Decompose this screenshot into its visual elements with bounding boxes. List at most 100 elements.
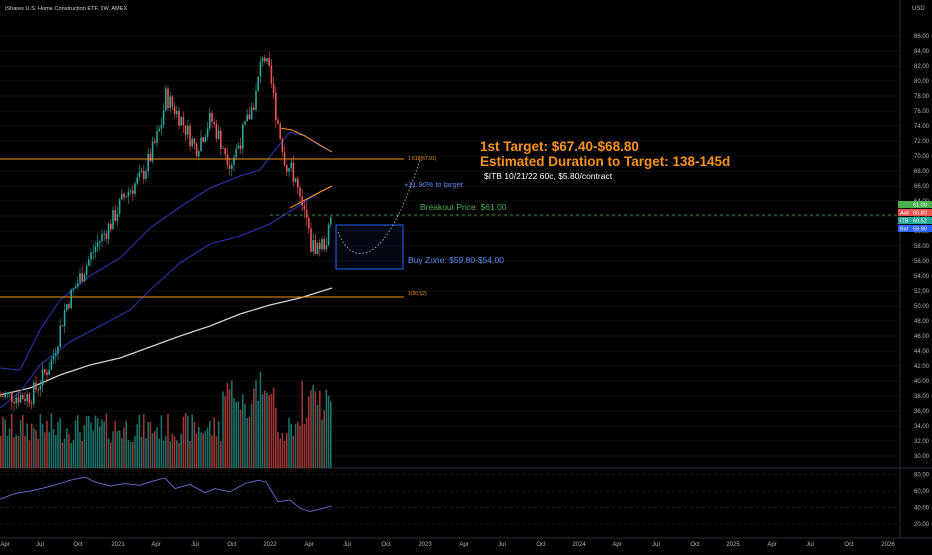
- y-tick-label: 78.00: [914, 94, 930, 100]
- candle-body: [94, 246, 97, 253]
- x-tick-label: 2023: [418, 542, 432, 548]
- volume-bar: [308, 396, 310, 468]
- volume-bar: [44, 432, 46, 468]
- volume-bar: [257, 400, 259, 468]
- volume-bar: [63, 438, 66, 468]
- volume-bar: [79, 432, 81, 468]
- candle-body: [281, 138, 284, 153]
- y-tick-label: 34.00: [914, 424, 930, 430]
- candlesticks: [0, 51, 332, 412]
- volume-bar: [46, 420, 48, 468]
- rsi-tick-label: 20.00: [914, 522, 930, 528]
- candle-body: [244, 121, 246, 125]
- volume-bar: [13, 437, 15, 468]
- volume-bar: [248, 416, 251, 468]
- candle-body: [277, 119, 279, 124]
- y-tick-label: 68.00: [914, 169, 930, 175]
- volume-bar: [156, 427, 158, 468]
- volume-bar: [198, 427, 200, 468]
- volume-bar: [114, 420, 116, 468]
- candle-body: [316, 242, 319, 254]
- volume-bar: [101, 419, 103, 468]
- candle-body: [242, 124, 244, 149]
- volume-bar: [259, 371, 262, 468]
- volume-bar: [314, 391, 317, 468]
- y-tick-label: 84.00: [914, 49, 930, 55]
- candle-body: [83, 274, 86, 282]
- y-tick-label: 36.00: [914, 409, 930, 415]
- volume-bar: [41, 423, 44, 468]
- volume-bar: [303, 424, 306, 468]
- volume-bar: [145, 438, 147, 468]
- candle-body: [191, 138, 193, 147]
- rsi-line: [0, 476, 333, 513]
- volume-bars: [0, 371, 332, 468]
- candle-body: [209, 112, 211, 129]
- candle-body: [266, 57, 268, 62]
- volume-bar: [242, 394, 244, 468]
- candle-body: [204, 136, 207, 142]
- candle-body: [301, 196, 303, 206]
- volume-bar: [94, 415, 97, 468]
- y-tick-label: 66.00: [914, 184, 930, 190]
- candle-body: [77, 282, 79, 287]
- volume-bar: [123, 427, 125, 468]
- volume-bar: [85, 415, 88, 468]
- volume-bar: [206, 427, 209, 468]
- y-tick-label: 56.00: [914, 259, 930, 265]
- percent-to-target: +11.90% to target: [404, 180, 464, 189]
- candle-body: [182, 116, 185, 126]
- x-tick-label: Jul: [343, 542, 351, 548]
- volume-bar: [228, 389, 231, 468]
- candle-body: [213, 121, 215, 124]
- tag-bid-label: Bid: [900, 227, 908, 233]
- volume-bar: [92, 430, 94, 468]
- x-tick-label: Jul: [806, 542, 814, 548]
- candle-body: [162, 110, 165, 125]
- x-tick-label: Jul: [498, 542, 506, 548]
- tag-ask-value: 60.80: [913, 211, 927, 217]
- volume-bar: [30, 423, 33, 468]
- candle-body: [59, 325, 61, 347]
- candle-body: [88, 259, 90, 266]
- volume-bar: [189, 441, 191, 468]
- volume-bar: [59, 418, 61, 468]
- volume-bar: [299, 425, 301, 468]
- volume-bar: [22, 415, 24, 468]
- y-tick-label: 48.00: [914, 319, 930, 325]
- volume-bar: [316, 404, 319, 468]
- candle-body: [17, 397, 20, 403]
- candle-body: [99, 241, 101, 243]
- volume-bar: [290, 424, 292, 468]
- volume-bar: [200, 432, 202, 468]
- volume-bar: [118, 430, 121, 468]
- x-tick-label: Oct: [690, 542, 700, 548]
- candle-body: [180, 116, 182, 126]
- x-tick-label: 2024: [572, 542, 586, 548]
- candle-body: [22, 395, 24, 399]
- moving-averages: [0, 127, 333, 409]
- buy-zone-box: [335, 224, 404, 270]
- x-tick-label: Jul: [191, 542, 199, 548]
- candle-body: [270, 65, 273, 84]
- candle-body: [299, 187, 301, 197]
- price-levels: [0, 158, 900, 298]
- volume-bar: [88, 416, 90, 468]
- candle-body: [200, 137, 202, 152]
- candle-body: [325, 245, 328, 250]
- candle-body: [314, 239, 317, 254]
- candle-body: [220, 130, 222, 149]
- candle-body: [303, 205, 306, 210]
- y-tick-label: 40.00: [914, 379, 930, 385]
- volume-bar: [39, 413, 42, 468]
- candle-body: [132, 190, 134, 194]
- x-tick-label: Apr: [767, 542, 776, 548]
- candle-body: [202, 137, 204, 142]
- candle-body: [283, 152, 286, 165]
- volume-bar: [143, 414, 145, 468]
- volume-bar: [81, 440, 83, 468]
- candle-body: [264, 57, 266, 62]
- volume-bar: [233, 397, 235, 468]
- tag-sym-bg: [898, 217, 932, 224]
